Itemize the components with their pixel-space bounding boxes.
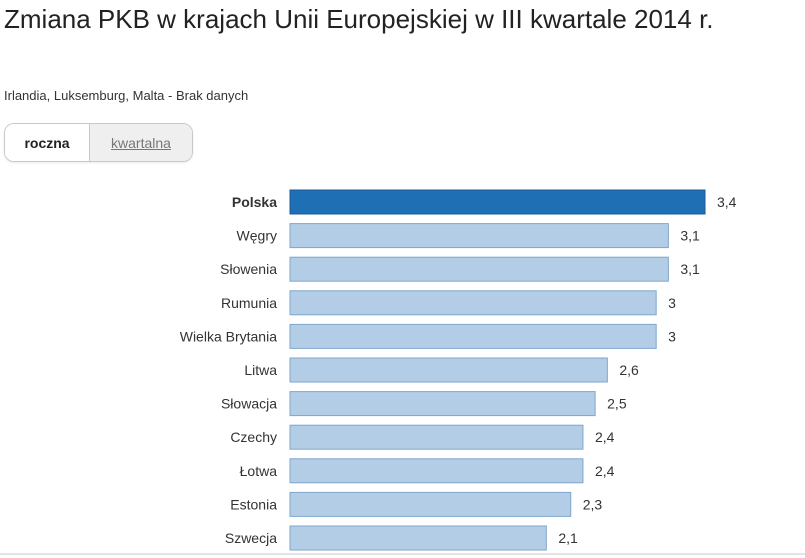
value-label: 3,1: [680, 261, 700, 277]
bar[interactable]: [289, 189, 706, 215]
divider: [0, 553, 805, 555]
category-label: Węgry: [237, 228, 277, 244]
bar[interactable]: [289, 391, 596, 417]
bar[interactable]: [289, 424, 584, 450]
category-label: Łotwa: [240, 463, 278, 479]
value-label: 2,3: [583, 496, 603, 512]
chart-subtitle: Irlandia, Luksemburg, Malta - Brak danyc…: [4, 88, 249, 103]
bar[interactable]: [289, 323, 657, 349]
value-label: 2,5: [607, 396, 627, 412]
category-label: Estonia: [230, 496, 277, 512]
value-label: 3: [668, 295, 676, 311]
category-label: Rumunia: [221, 295, 277, 311]
period-toggle: roczna kwartalna: [4, 123, 193, 162]
value-label: 2,4: [595, 463, 615, 479]
bar[interactable]: [289, 357, 608, 383]
category-label: Słowacja: [221, 396, 277, 412]
value-label: 3,1: [680, 228, 700, 244]
bar[interactable]: [289, 491, 572, 517]
bar[interactable]: [289, 256, 669, 282]
category-label: Czechy: [230, 429, 277, 445]
bar[interactable]: [289, 525, 547, 551]
toggle-quarterly-button[interactable]: kwartalna: [89, 124, 192, 161]
value-label: 3: [668, 328, 676, 344]
category-label: Polska: [232, 194, 277, 210]
bar[interactable]: [289, 458, 584, 484]
chart-title: Zmiana PKB w krajach Unii Europejskiej w…: [4, 4, 714, 34]
bar[interactable]: [289, 290, 657, 316]
toggle-annual-button[interactable]: roczna: [5, 124, 89, 161]
bar[interactable]: [289, 223, 669, 249]
value-label: 2,4: [595, 429, 615, 445]
category-label: Słowenia: [220, 261, 277, 277]
value-label: 3,4: [717, 194, 737, 210]
category-label: Szwecja: [225, 530, 277, 546]
category-label: Wielka Brytania: [180, 328, 277, 344]
bar-chart: Polska 3,4 Węgry 3,1 Słowenia 3,1 Rumunia 3 Wiel…: [180, 189, 737, 551]
category-label: Litwa: [244, 362, 277, 378]
value-label: 2,1: [558, 530, 578, 546]
value-label: 2,6: [619, 362, 639, 378]
